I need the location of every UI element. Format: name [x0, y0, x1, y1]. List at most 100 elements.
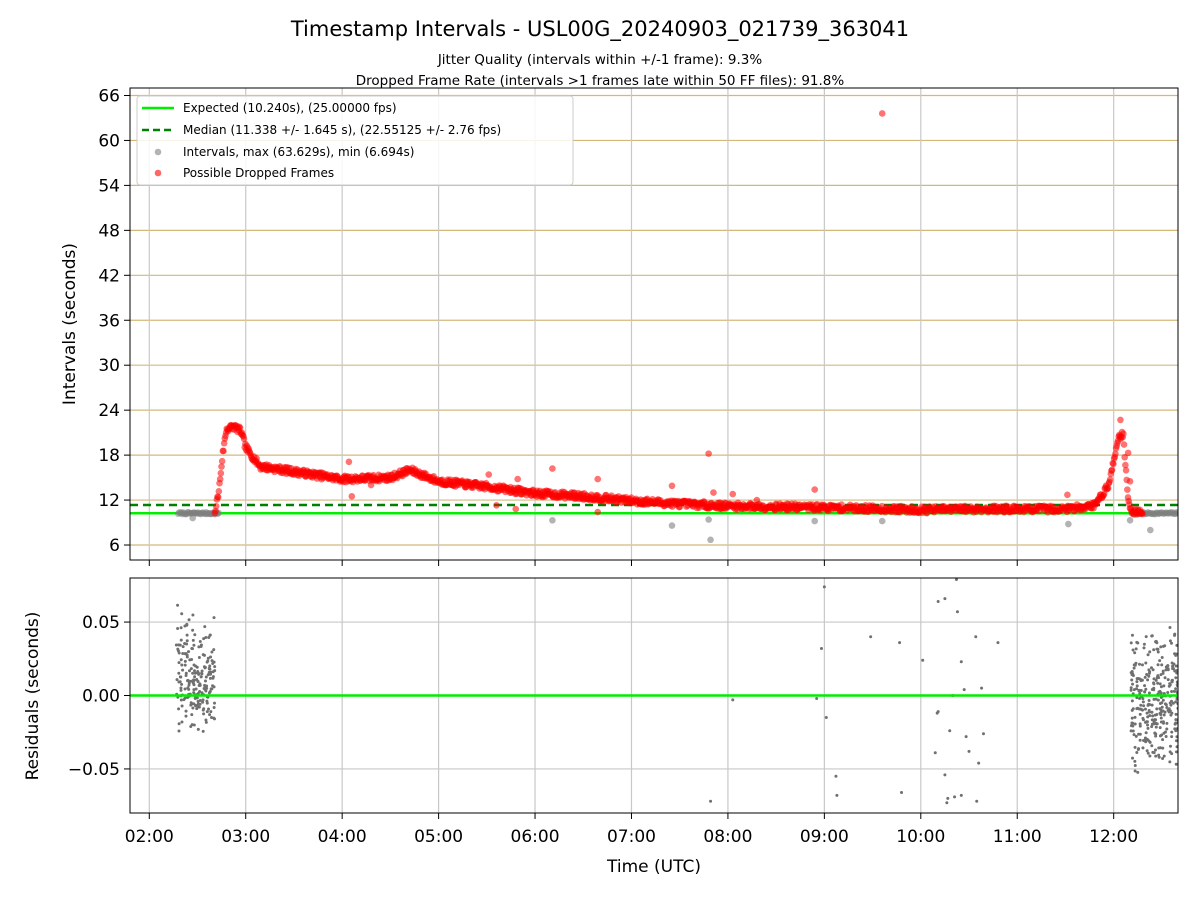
- residual-point: [1129, 729, 1133, 733]
- residual-point: [1133, 769, 1137, 773]
- dropped-frame-point: [220, 447, 227, 455]
- residual-point: [209, 687, 213, 691]
- residual-point: [1154, 640, 1158, 644]
- residual-point: [1143, 736, 1147, 740]
- intervals-ytick-label: 48: [98, 221, 120, 241]
- residual-point: [179, 658, 183, 662]
- residual-point: [1151, 750, 1155, 754]
- residual-point: [1157, 755, 1161, 759]
- residual-point: [1145, 672, 1149, 676]
- residual-point: [1157, 690, 1161, 694]
- intervals-panel: 6 12 18 24 30 36 42 48 54 60 66 Intervals (seconds…: [60, 86, 1179, 566]
- intervals-ytick-label: 6: [109, 536, 120, 556]
- residual-point: [199, 645, 203, 649]
- residual-point: [1152, 648, 1156, 652]
- residual-point: [183, 663, 187, 667]
- intervals-x-ticks: [148, 560, 1115, 566]
- residual-point: [953, 795, 957, 799]
- dropped-frame-point: [1108, 466, 1116, 474]
- normal-interval-point: [189, 514, 196, 522]
- residual-point: [198, 640, 202, 644]
- residual-point: [1173, 722, 1177, 726]
- normal-interval-point: [668, 522, 676, 529]
- residual-point: [176, 603, 180, 607]
- residual-point: [1138, 724, 1142, 728]
- residual-point: [1146, 751, 1150, 755]
- residual-point: [933, 751, 937, 755]
- residual-point: [192, 643, 196, 647]
- residual-point: [1131, 707, 1135, 711]
- residual-point: [1168, 626, 1172, 630]
- dropped-frame-point: [345, 458, 353, 466]
- residuals-panel: −0.050.000.05 02:00 03:00 04:00 05:00 06:00 0…: [23, 577, 1179, 877]
- residual-point: [1175, 690, 1178, 694]
- residual-point: [189, 667, 193, 671]
- legend-dropped-swatch: [154, 169, 162, 177]
- residual-point: [211, 675, 215, 679]
- residual-point: [1169, 703, 1173, 707]
- residual-point: [191, 706, 195, 710]
- residual-point: [1160, 655, 1164, 659]
- dropped-frame-point: [811, 486, 819, 493]
- residual-point: [967, 749, 971, 753]
- residual-point: [1159, 685, 1163, 689]
- residual-point: [185, 633, 189, 637]
- dropped-frame-point: [878, 110, 886, 117]
- residual-point: [1170, 752, 1174, 756]
- residual-point: [1150, 634, 1154, 638]
- dropped-frame-point: [1110, 460, 1117, 468]
- residual-point: [959, 793, 963, 797]
- residual-point: [179, 626, 183, 630]
- residual-point: [192, 688, 196, 692]
- residual-point: [1144, 731, 1148, 735]
- dropped-frame-point: [493, 502, 500, 509]
- residual-point: [185, 623, 189, 627]
- residual-point: [1147, 691, 1151, 695]
- residual-point: [197, 645, 201, 649]
- residual-point: [194, 703, 198, 707]
- residual-point: [1131, 682, 1135, 686]
- residual-point: [1174, 676, 1178, 680]
- residual-point: [202, 637, 206, 641]
- dropped-frame-point: [729, 490, 737, 498]
- residual-point: [1156, 663, 1160, 667]
- residual-point: [1175, 643, 1178, 647]
- residual-point: [1141, 708, 1145, 712]
- residual-point: [201, 729, 205, 733]
- residual-point: [207, 691, 211, 695]
- dropped-frame-point: [217, 469, 225, 477]
- residual-point: [208, 676, 212, 680]
- residual-point: [192, 669, 196, 673]
- residual-point: [190, 658, 194, 662]
- residual-point: [1135, 640, 1139, 644]
- xtick-label: 09:00: [800, 827, 849, 847]
- normal-interval-point: [811, 517, 819, 525]
- residual-point: [1148, 754, 1152, 758]
- residual-point: [1162, 713, 1166, 717]
- dropped-frame-point: [1122, 466, 1130, 474]
- dropped-frame-point: [753, 496, 761, 504]
- residual-point: [185, 655, 189, 659]
- residual-point: [181, 668, 185, 672]
- residual-point: [1147, 671, 1151, 675]
- residual-point: [204, 720, 208, 724]
- residual-point: [1134, 687, 1138, 691]
- residual-point: [709, 799, 713, 803]
- residual-point: [1163, 676, 1167, 680]
- residual-point: [1170, 661, 1174, 665]
- residual-point: [206, 673, 210, 677]
- xtick-label: 05:00: [414, 827, 463, 847]
- residual-point: [1135, 684, 1139, 688]
- normal-interval-point: [878, 517, 886, 525]
- residual-point: [184, 714, 188, 718]
- residual-point: [1162, 754, 1166, 758]
- residual-point: [1167, 684, 1171, 688]
- residual-point: [183, 696, 187, 700]
- dropped-frame-point: [1117, 416, 1124, 424]
- residual-point: [203, 683, 207, 687]
- residual-point: [188, 679, 192, 683]
- residual-point: [1142, 739, 1146, 743]
- residual-point: [1155, 676, 1159, 680]
- residual-point: [1146, 726, 1150, 730]
- residual-point: [964, 735, 968, 739]
